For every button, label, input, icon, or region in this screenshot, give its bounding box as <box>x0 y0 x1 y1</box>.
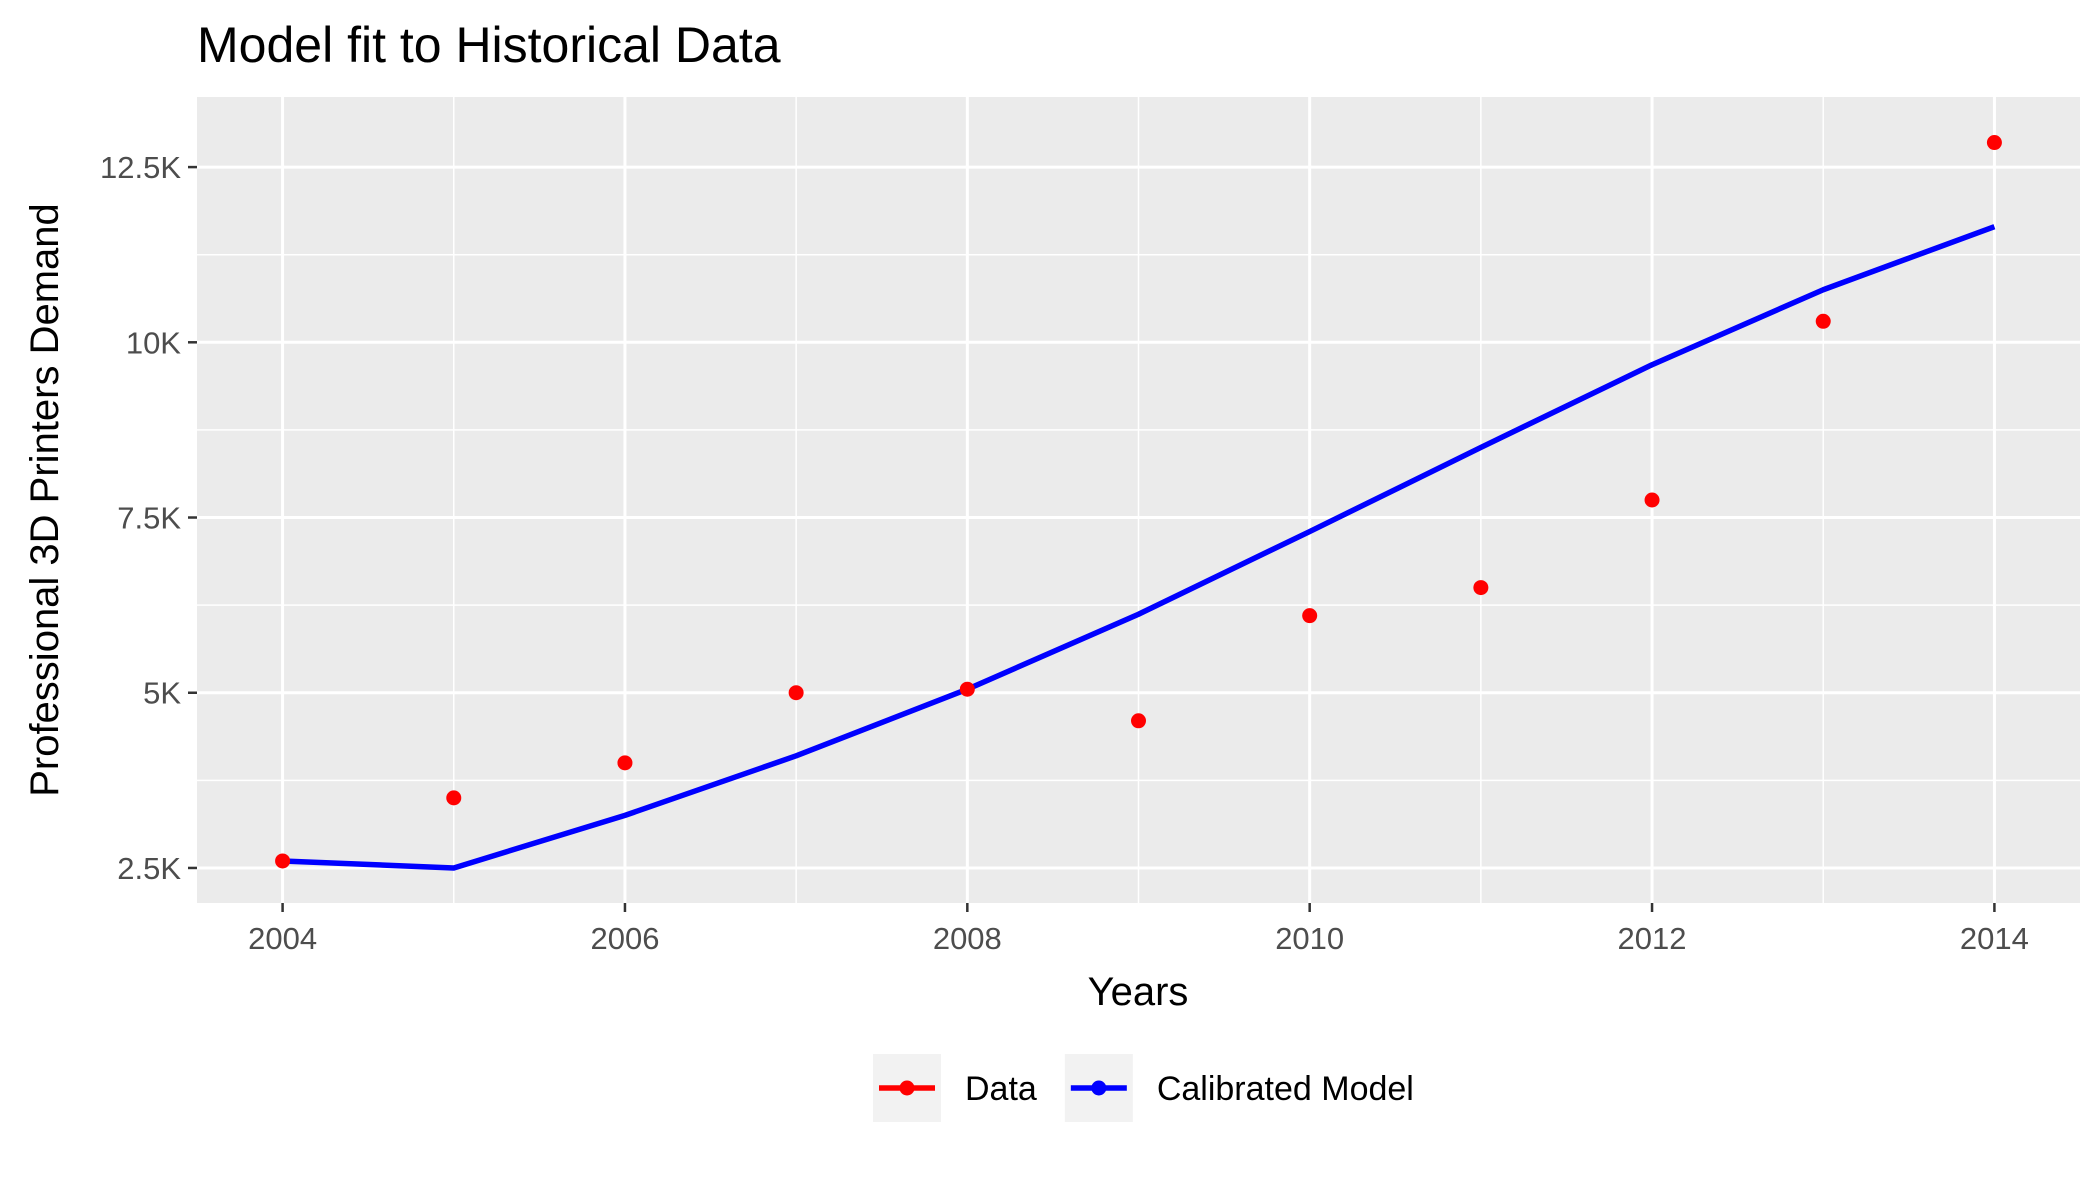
series-line-calibrated-model <box>282 224 1996 871</box>
y-tick-label: 2.5K <box>117 851 181 886</box>
legend-key-point <box>899 1080 915 1096</box>
data-point <box>788 685 804 701</box>
legend-item-data: Data <box>873 1054 1037 1122</box>
x-axis-ticks: 2004 2006 2008 2010 2012 2014 <box>248 903 2029 956</box>
data-point <box>1644 492 1660 508</box>
y-axis-ticks: 2.5K 5K 7.5K 10K 12.5K <box>100 150 197 886</box>
data-point <box>617 755 633 771</box>
data-point <box>1986 135 2002 151</box>
legend-label: Calibrated Model <box>1157 1070 1414 1108</box>
data-point <box>1131 713 1146 729</box>
y-tick-label: 5K <box>143 676 181 711</box>
x-axis-title: Years <box>1088 970 1189 1014</box>
data-point <box>1815 313 1831 329</box>
y-tick-label: 10K <box>126 325 181 360</box>
data-point <box>275 853 291 869</box>
x-tick-label: 2012 <box>1618 921 1687 956</box>
x-tick-label: 2006 <box>590 921 659 956</box>
y-axis-title: Professional 3D Printers Demand <box>23 203 67 797</box>
x-tick-label: 2004 <box>248 921 317 956</box>
x-tick-label: 2008 <box>933 921 1002 956</box>
data-point <box>959 681 975 697</box>
data-point <box>446 790 462 806</box>
data-point <box>1473 580 1489 596</box>
y-tick-label: 7.5K <box>117 501 181 536</box>
legend: Data Calibrated Model <box>873 1054 1414 1122</box>
legend-item-calibrated-model: Calibrated Model <box>1064 1054 1414 1122</box>
y-tick-label: 12.5K <box>100 150 181 185</box>
chart-title: Model fit to Historical Data <box>197 17 781 73</box>
legend-key-point <box>1091 1080 1107 1096</box>
data-point <box>1302 608 1318 624</box>
legend-label: Data <box>965 1070 1037 1108</box>
x-tick-label: 2014 <box>1960 921 2029 956</box>
series-layer <box>275 135 2002 871</box>
x-tick-label: 2010 <box>1275 921 1344 956</box>
